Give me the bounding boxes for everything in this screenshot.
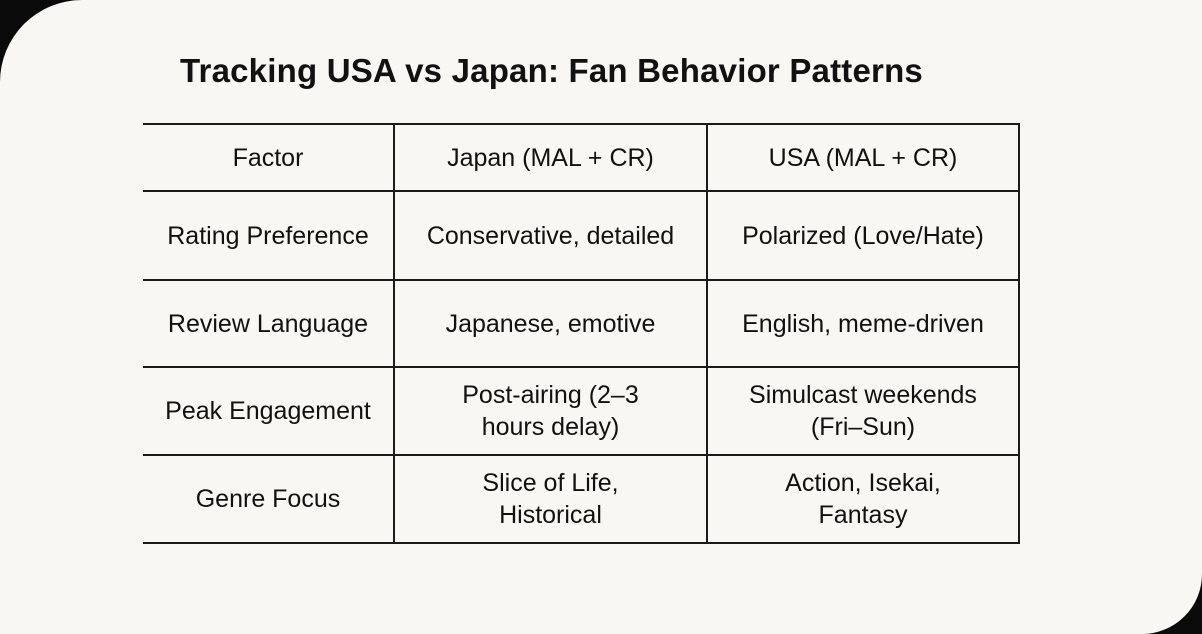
table-cell: Slice of Life, Historical [393, 454, 708, 544]
comparison-table: Factor Japan (MAL + CR) USA (MAL + CR) R… [143, 123, 1020, 544]
page-title: Tracking USA vs Japan: Fan Behavior Patt… [180, 52, 923, 89]
header-cell: USA (MAL + CR) [706, 123, 1020, 192]
table-cell: Post-airing (2–3 hours delay) [393, 366, 708, 456]
table-cell: Conservative, detailed [393, 190, 708, 281]
table-cell: Action, Isekai, Fantasy [706, 454, 1020, 544]
table-cell: Rating Preference [143, 190, 395, 281]
table-cell: Peak Engagement [143, 366, 395, 456]
table-row: Rating Preference Conservative, detailed… [143, 190, 1020, 281]
table-header-row: Factor Japan (MAL + CR) USA (MAL + CR) [143, 123, 1020, 192]
table-row: Genre Focus Slice of Life, Historical Ac… [143, 454, 1020, 544]
table-cell: Simulcast weekends (Fri–Sun) [706, 366, 1020, 456]
table-row: Review Language Japanese, emotive Englis… [143, 279, 1020, 368]
table-row: Peak Engagement Post-airing (2–3 hours d… [143, 366, 1020, 456]
table-cell: Genre Focus [143, 454, 395, 544]
header-cell: Factor [143, 123, 395, 192]
table-cell: Japanese, emotive [393, 279, 708, 368]
table-cell: Polarized (Love/Hate) [706, 190, 1020, 281]
table-cell: English, meme-driven [706, 279, 1020, 368]
header-cell: Japan (MAL + CR) [393, 123, 708, 192]
table-cell: Review Language [143, 279, 395, 368]
